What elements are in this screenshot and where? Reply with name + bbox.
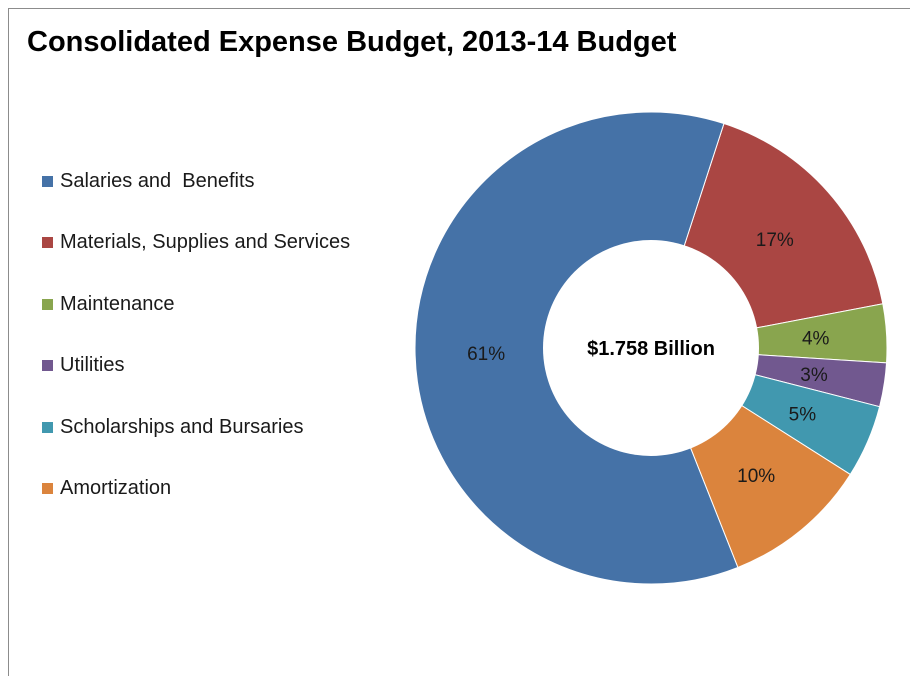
slice-value-label: 61% bbox=[467, 344, 505, 365]
legend-item: Materials, Supplies and Services bbox=[42, 228, 350, 258]
legend-swatch bbox=[42, 298, 53, 310]
legend-item: Maintenance bbox=[42, 289, 350, 319]
legend-item: Scholarships and Bursaries bbox=[42, 412, 350, 442]
slice-value-label: 5% bbox=[789, 405, 817, 426]
legend-label: Maintenance bbox=[60, 292, 175, 315]
legend-label: Scholarships and Bursaries bbox=[60, 415, 304, 438]
legend-label: Utilities bbox=[60, 354, 125, 376]
slice-value-label: 3% bbox=[800, 365, 828, 386]
legend-item: Utilities bbox=[42, 351, 350, 381]
legend-label: Materials, Supplies and Services bbox=[60, 231, 351, 253]
legend-swatch bbox=[42, 360, 53, 371]
legend-swatch bbox=[42, 175, 53, 187]
legend-label: Salaries and Benefits bbox=[60, 169, 255, 192]
chart-title: Consolidated Expense Budget, 2013-14 Bud… bbox=[27, 26, 677, 58]
slice-value-label: 17% bbox=[756, 230, 794, 251]
legend-item: Amortization bbox=[42, 474, 350, 504]
center-total-label: $1.758 Billion bbox=[587, 338, 715, 360]
legend-swatch bbox=[42, 421, 53, 433]
legend-swatch bbox=[42, 483, 53, 494]
slice-value-label: 4% bbox=[802, 329, 830, 350]
slice-value-label: 10% bbox=[737, 466, 775, 487]
legend-item: Salaries and Benefits bbox=[42, 166, 350, 196]
chart-legend: Salaries and Benefits Materials, Supplies… bbox=[42, 166, 350, 535]
legend-swatch bbox=[42, 237, 53, 248]
donut-hole bbox=[543, 240, 759, 456]
legend-label: Amortization bbox=[60, 477, 172, 499]
